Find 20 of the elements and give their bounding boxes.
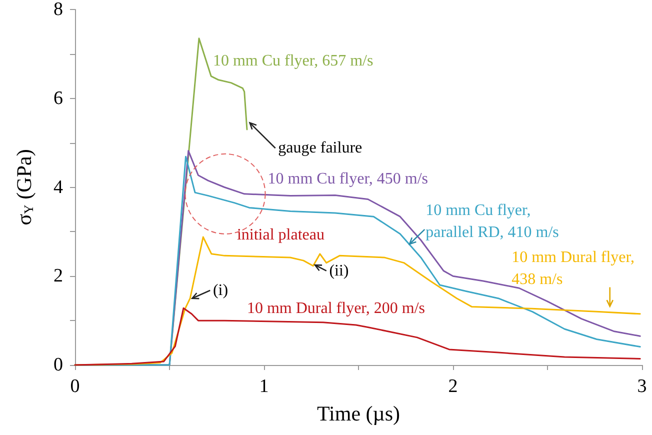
y-tick-label: 8	[54, 0, 63, 20]
annotation: (i)	[212, 282, 228, 299]
x-tick-label: 1	[259, 376, 269, 397]
y-tick-label: 6	[54, 88, 63, 109]
x-tick-label: 3	[637, 376, 647, 397]
x-axis-title: Time (µs)	[316, 402, 400, 426]
annotation: (ii)	[329, 262, 349, 280]
x-tick-label: 2	[448, 376, 458, 397]
series-label: 10 mm Cu flyer, 450 m/s	[268, 170, 428, 188]
x-tick-label: 0	[70, 376, 80, 397]
series-label: 10 mm Cu flyer, parallel RD, 410 m/s	[426, 202, 559, 241]
annotation: gauge failure	[278, 140, 362, 157]
series-label: 10 mm Dural flyer, 200 m/s	[246, 300, 425, 318]
series-label: 10 mm Cu flyer, 657 m/s	[212, 52, 374, 70]
y-tick-label: 4	[54, 176, 64, 198]
annotation: initial plateau	[236, 226, 325, 244]
y-tick-label: 2	[54, 266, 63, 287]
series-label: 10 mm Dural flyer, 438 m/s	[512, 249, 634, 288]
y-tick-label: 0	[54, 354, 63, 376]
y-axis-title: σY (GPa)	[12, 149, 36, 226]
